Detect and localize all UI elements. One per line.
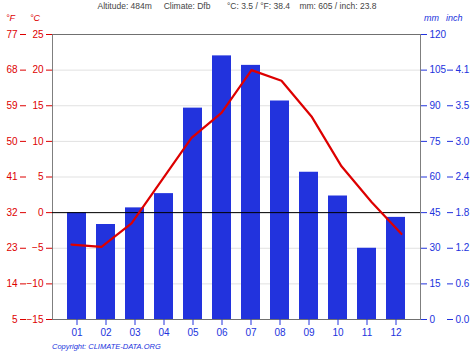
svg-text:120: 120 [430, 29, 447, 40]
svg-text:14: 14 [6, 278, 18, 289]
svg-text:3.0: 3.0 [456, 136, 470, 147]
html-text:inch: inch [446, 13, 463, 23]
svg-text:32: 32 [6, 207, 18, 218]
svg-text:0: 0 [430, 314, 436, 325]
svg-text:0.0: 0.0 [456, 314, 470, 325]
svg-text:07: 07 [245, 327, 257, 338]
svg-text:0: 0 [38, 207, 44, 218]
svg-text:50: 50 [6, 136, 18, 147]
svg-text:09: 09 [303, 327, 315, 338]
svg-text:77: 77 [6, 29, 18, 40]
svg-text:30: 30 [430, 242, 442, 253]
svg-text:−10: −10 [27, 278, 44, 289]
svg-text:75: 75 [430, 136, 442, 147]
svg-text:−15: −15 [27, 314, 44, 325]
svg-text:15: 15 [430, 278, 442, 289]
svg-text:20: 20 [32, 64, 44, 75]
svg-text:1.2: 1.2 [456, 242, 470, 253]
svg-text:04: 04 [158, 327, 170, 338]
svg-text:5: 5 [12, 314, 18, 325]
html-text:°F: °F [6, 13, 16, 23]
svg-text:06: 06 [216, 327, 228, 338]
svg-text:4.1: 4.1 [456, 64, 470, 75]
svg-text:01: 01 [71, 327, 83, 338]
svg-text:10: 10 [32, 136, 44, 147]
svg-text:11: 11 [362, 327, 373, 338]
svg-text:10: 10 [332, 327, 344, 338]
svg-text:−5: −5 [32, 242, 44, 253]
svg-text:45: 45 [430, 207, 442, 218]
svg-text:15: 15 [32, 100, 44, 111]
svg-text:105: 105 [430, 64, 447, 75]
svg-text:05: 05 [187, 327, 199, 338]
svg-text:02: 02 [100, 327, 112, 338]
svg-text:5: 5 [38, 171, 44, 182]
html-text:mm: mm [424, 13, 439, 23]
svg-text:59: 59 [6, 100, 18, 111]
svg-text:3.5: 3.5 [456, 100, 470, 111]
svg-text:0.6: 0.6 [456, 278, 470, 289]
svg-text:68: 68 [6, 64, 18, 75]
html-text:Altitude: 484m Climate: Dfb °C: Altitude: 484m Climate: Dfb °C: 3.5 / °F… [97, 1, 377, 11]
svg-text:23: 23 [6, 242, 18, 253]
svg-text:25: 25 [32, 29, 44, 40]
svg-text:12: 12 [390, 327, 402, 338]
html-text:Copyright: CLIMATE-DATA.ORG: Copyright: CLIMATE-DATA.ORG [52, 342, 161, 351]
svg-text:2.4: 2.4 [456, 171, 470, 182]
svg-text:41: 41 [6, 171, 18, 182]
html-text:°C: °C [30, 13, 41, 23]
svg-text:1.8: 1.8 [456, 207, 470, 218]
svg-text:03: 03 [129, 327, 141, 338]
svg-text:90: 90 [430, 100, 442, 111]
svg-text:60: 60 [430, 171, 442, 182]
svg-text:08: 08 [274, 327, 286, 338]
